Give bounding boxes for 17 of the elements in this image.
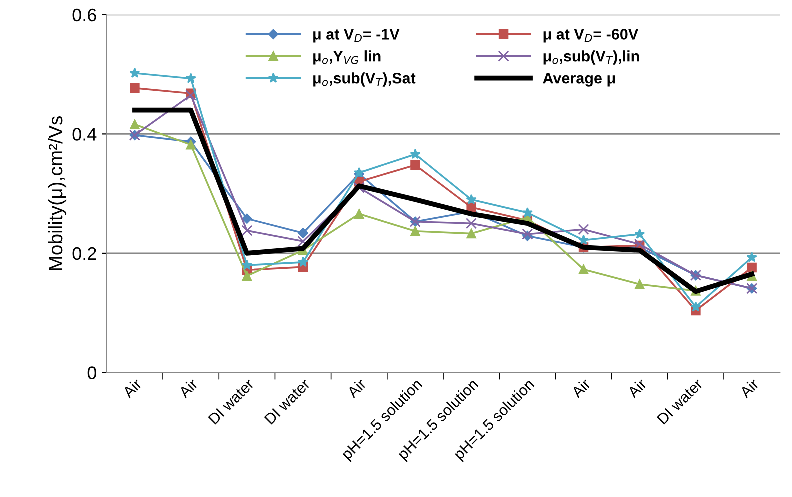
x-tick-label: Air xyxy=(122,378,143,399)
x-tick-label: Air xyxy=(178,378,199,399)
y-tick-label: 0.4 xyxy=(72,128,97,141)
x-tick-label: Air xyxy=(570,378,592,399)
y-axis-title: Mobility(μ),cm²/Vs xyxy=(48,116,67,270)
legend-label: μ at V$_{D}$= -1V xyxy=(314,29,400,43)
x-tick-label: Air xyxy=(626,378,648,399)
y-tick-label: 0.6 xyxy=(72,8,96,22)
legend-label: Average μ xyxy=(543,73,616,87)
x-tick-label: Air xyxy=(738,378,760,399)
legend-label: μ$_{o}$,Y$_{VG}$ lin xyxy=(314,50,381,65)
y-tick-label: 0 xyxy=(88,366,96,380)
legend-label: μ$_{o}$,sub(V$_{T}$),Sat xyxy=(314,72,416,87)
y-tick-label: 0.2 xyxy=(72,247,96,260)
legend-label: μ$_{o}$,sub(V$_{T}$),lin xyxy=(544,50,640,65)
x-tick-label: Air xyxy=(346,378,368,399)
legend-label: μ at V$_{D}$= -60V xyxy=(544,29,638,43)
